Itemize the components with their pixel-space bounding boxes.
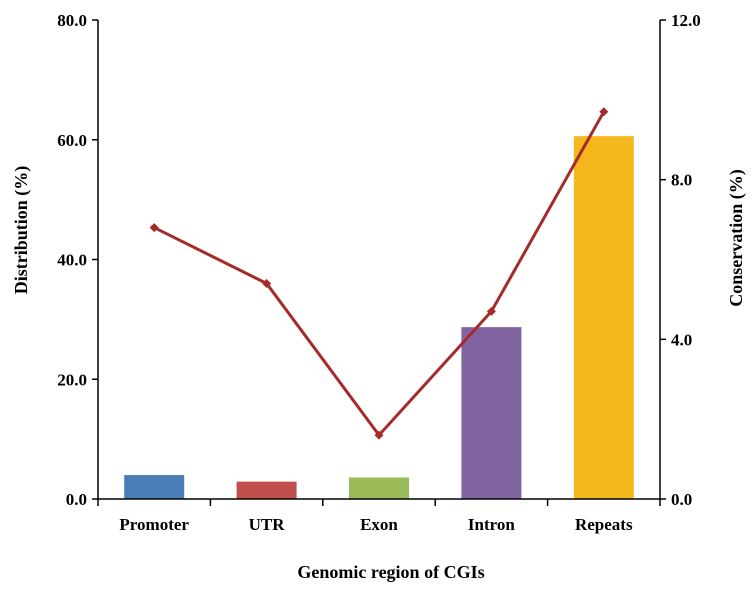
x-tick-label: UTR xyxy=(249,515,286,534)
x-tick-label: Exon xyxy=(360,515,398,534)
conservation-line xyxy=(153,111,606,437)
conservation-marker-repeats xyxy=(599,107,609,117)
y-tick-label-left: 60.0 xyxy=(57,131,87,150)
x-tick-label: Intron xyxy=(468,515,515,534)
conservation-marker-intron xyxy=(486,306,496,316)
x-axis-title: Genomic region of CGIs xyxy=(297,562,484,582)
bar-promoter xyxy=(124,475,185,499)
bar-intron xyxy=(461,327,522,499)
y-axis-title-left: Distribution (%) xyxy=(11,166,32,295)
y-tick-label-right: 0.0 xyxy=(671,490,692,509)
bar-exon xyxy=(349,477,409,499)
x-tick-label: Promoter xyxy=(119,515,189,534)
bar-series xyxy=(124,136,634,499)
bar-utr xyxy=(236,481,297,499)
x-axis-tick-labels: Promoter UTR Exon Intron Repeats xyxy=(119,515,633,534)
y-tick-label-right: 8.0 xyxy=(671,171,692,190)
conservation-marker-promoter xyxy=(149,223,159,233)
y-tick-label-left: 0.0 xyxy=(66,490,87,509)
y-tick-label-left: 20.0 xyxy=(57,370,87,389)
y-tick-label-right: 4.0 xyxy=(671,330,692,349)
y-tick-label-right: 12.0 xyxy=(671,11,701,30)
y-tick-label-left: 80.0 xyxy=(57,11,87,30)
conservation-marker-exon xyxy=(374,430,384,440)
right-axis-ticks: 0.0 4.0 8.0 12.0 xyxy=(660,11,701,509)
x-tick-label: Repeats xyxy=(575,515,633,534)
bar-repeats xyxy=(573,136,634,499)
y-axis-title-right: Conservation (%) xyxy=(726,169,747,307)
left-axis-ticks: 0.0 20.0 40.0 60.0 80.0 xyxy=(57,11,98,509)
line-series xyxy=(149,107,609,440)
conservation-marker-utr xyxy=(262,278,272,288)
y-tick-label-left: 40.0 xyxy=(57,251,87,270)
